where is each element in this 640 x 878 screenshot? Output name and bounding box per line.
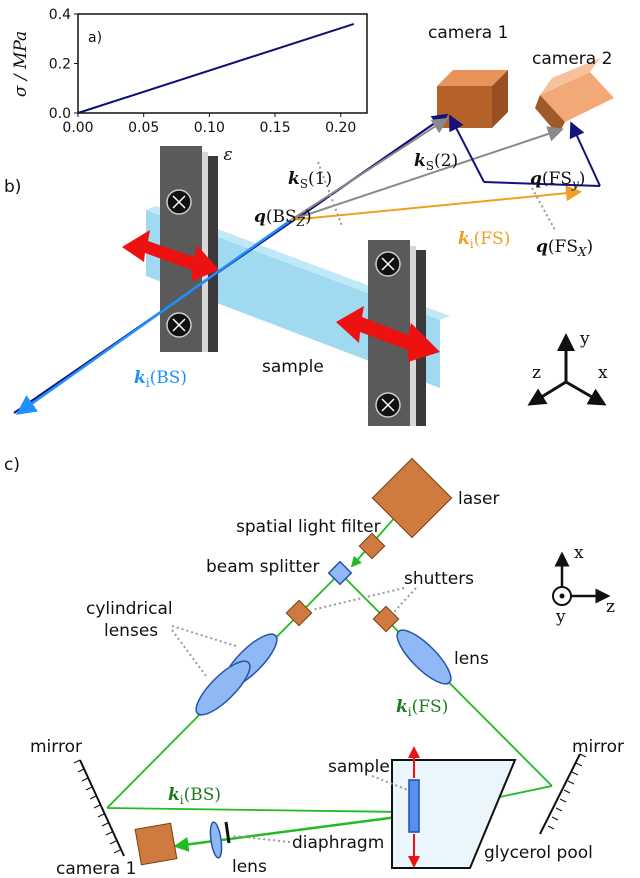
camera-1-cube bbox=[437, 70, 508, 128]
ks2-label: kS(2) bbox=[414, 151, 458, 173]
mirror-right-label: mirror bbox=[572, 737, 624, 757]
beam-splitter bbox=[327, 560, 353, 586]
x-tick-label: 0.10 bbox=[194, 120, 225, 136]
red-double-arrow-right bbox=[336, 306, 440, 362]
ki-fs-label-c: ki(FS) bbox=[396, 697, 448, 719]
stress-strain-line bbox=[77, 22, 355, 114]
axis-z-label-c: z bbox=[606, 597, 615, 617]
ks1-label: kS(1) bbox=[288, 169, 332, 191]
camera-1-label-c: camera 1 bbox=[56, 859, 136, 878]
panel-label-b: b) bbox=[4, 177, 21, 197]
camera-2-cube bbox=[535, 58, 614, 135]
diaphragm bbox=[224, 821, 231, 844]
stress-strain-chart: a) 0.00 0.05 0.10 0.15 0.20 0.0 0.2 0.4 ε σ / … bbox=[11, 7, 368, 165]
sample-label-c: sample bbox=[328, 757, 390, 777]
lens-bottom-label: lens bbox=[232, 857, 267, 877]
ki-bs-label-c: ki(BS) bbox=[168, 785, 221, 807]
y-axis-label: σ / MPa bbox=[11, 31, 31, 97]
glycerol-pool bbox=[391, 759, 517, 869]
y-tick-label: 0.0 bbox=[49, 106, 71, 122]
diaphragm-label: diaphragm bbox=[292, 833, 384, 853]
panel-c: c) laser spatial light filter beam split… bbox=[4, 455, 624, 878]
lens-right-label: lens bbox=[454, 649, 489, 669]
axes-triad-c: x y z bbox=[552, 543, 615, 627]
ks1-vector bbox=[290, 117, 449, 221]
glycerol-label: glycerol pool bbox=[484, 843, 593, 863]
q-fs-y-label: q(FSy) bbox=[530, 169, 585, 191]
cylindrical-lens-2 bbox=[195, 660, 251, 716]
spatial-filter-label: spatial light filter bbox=[236, 517, 381, 537]
x-tick-label: 0.15 bbox=[259, 120, 290, 136]
mirror-left bbox=[73, 759, 125, 857]
axis-x-label-b: x bbox=[598, 363, 608, 383]
x-axis-label: ε bbox=[223, 145, 232, 165]
bottom-lens bbox=[209, 821, 223, 859]
panel-b: b) camera 1 camera 2 bbox=[4, 23, 614, 426]
camera-1-label: camera 1 bbox=[428, 23, 508, 43]
ks2-vector bbox=[290, 126, 564, 221]
shutters-label: shutters bbox=[404, 569, 474, 589]
q-fs-x-label: q(FSX) bbox=[536, 237, 593, 259]
axis-x-label-c: x bbox=[574, 543, 584, 563]
laser-label: laser bbox=[458, 489, 499, 509]
sample-c bbox=[408, 779, 420, 833]
lenses-label: lenses bbox=[104, 621, 158, 641]
ki-bs-label: ki(BS) bbox=[134, 368, 187, 390]
y-tick-label: 0.4 bbox=[49, 7, 71, 23]
bs-path-horizontal bbox=[106, 806, 407, 818]
cylindrical-label: cylindrical bbox=[86, 599, 173, 619]
x-ticks: 0.00 0.05 0.10 0.15 0.20 bbox=[62, 113, 356, 136]
mirror-right bbox=[539, 753, 587, 835]
focusing-lens bbox=[396, 629, 452, 685]
panel-label-a: a) bbox=[88, 30, 102, 46]
axis-y-label-b: y bbox=[579, 329, 590, 349]
q-fs-y-vector bbox=[569, 121, 601, 187]
mirror-left-label: mirror bbox=[30, 737, 82, 757]
laser-box bbox=[371, 457, 453, 539]
camera-2-label: camera 2 bbox=[532, 49, 612, 69]
axis-z-label-b: z bbox=[532, 363, 541, 383]
spatial-filter-box bbox=[358, 532, 386, 560]
camera-1-box-c bbox=[134, 822, 178, 866]
x-tick-label: 0.05 bbox=[128, 120, 159, 136]
x-tick-label: 0.20 bbox=[325, 120, 356, 136]
q-ks2-vector bbox=[449, 114, 485, 183]
panel-label-c: c) bbox=[4, 455, 20, 475]
ki-fs-label: ki(FS) bbox=[458, 229, 510, 251]
red-double-arrow-left bbox=[122, 230, 219, 281]
ki-bs-vector bbox=[15, 218, 292, 415]
q-fs-x-vector bbox=[483, 181, 601, 187]
q-bs-z-label: q(BSZ) bbox=[254, 207, 312, 229]
axes-triad-b: y z x bbox=[527, 329, 608, 406]
axis-y-label-c: y bbox=[555, 607, 566, 627]
sample-label-b: sample bbox=[262, 357, 324, 377]
shutter-left bbox=[285, 599, 313, 627]
y-ticks: 0.0 0.2 0.4 bbox=[49, 7, 78, 122]
x-tick-label: 0.00 bbox=[62, 120, 93, 136]
ki-fs-vector bbox=[290, 185, 582, 221]
y-tick-label: 0.2 bbox=[49, 57, 71, 73]
beam-splitter-label: beam splitter bbox=[206, 557, 320, 577]
shutter-right bbox=[372, 605, 400, 633]
